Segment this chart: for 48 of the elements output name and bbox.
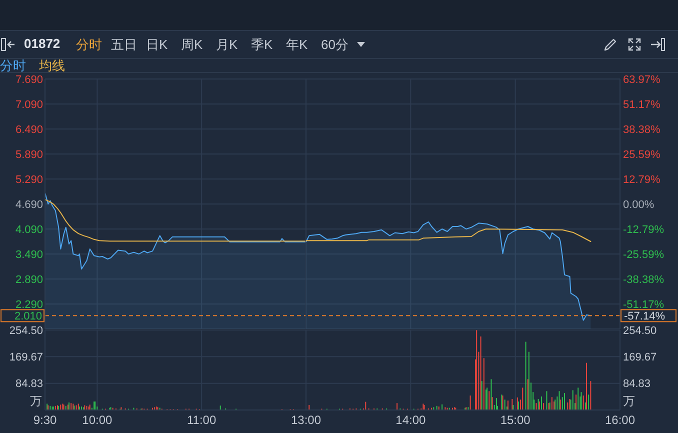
x-tick-label: 16:00 bbox=[604, 413, 636, 428]
text: 60分 bbox=[321, 36, 348, 54]
x-tick-label: 9:30 bbox=[33, 413, 57, 428]
y-tick-label: 7.090 bbox=[15, 98, 43, 111]
y2-tick-label: 84.83 bbox=[623, 378, 651, 390]
y-tick-label: 2.890 bbox=[15, 274, 43, 286]
text: 周K bbox=[181, 36, 203, 54]
y2-tick-label: 38.38% bbox=[623, 124, 661, 136]
y2-tick-label: 12.79% bbox=[623, 174, 661, 186]
y2-tick-label: -38.38% bbox=[623, 274, 664, 286]
y-tick-label: 6.490 bbox=[15, 124, 43, 136]
y2-tick-label: -12.79% bbox=[623, 224, 664, 236]
y2-axis-title: 万 bbox=[623, 393, 635, 410]
y2-tick-label: 0.00% bbox=[623, 198, 654, 211]
y-tick-label: 254.50 bbox=[9, 324, 43, 337]
y-tick-label: 3.490 bbox=[15, 248, 43, 261]
ref-line-label: 2.010 bbox=[14, 310, 42, 323]
text: 季K bbox=[251, 36, 273, 54]
text: 均线 bbox=[39, 58, 65, 73]
x-tick-label: 15:00 bbox=[500, 413, 531, 428]
text: 五日 bbox=[111, 36, 137, 54]
y-tick-label: 7.690 bbox=[15, 74, 43, 86]
text: 日K bbox=[146, 36, 168, 54]
text: 年K bbox=[286, 36, 308, 54]
text: 月K bbox=[216, 36, 238, 54]
y-tick-label: 2.290 bbox=[15, 298, 43, 311]
y2-tick-label: -51.17% bbox=[623, 298, 664, 311]
ref-line-label: -57.14% bbox=[624, 310, 666, 323]
y-tick-label: 84.83 bbox=[15, 378, 43, 390]
y2-tick-label: -25.59% bbox=[623, 248, 664, 261]
y-axis-title: 万 bbox=[29, 393, 42, 410]
y-tick-label: 5.290 bbox=[15, 174, 43, 186]
x-tick-label: 13:00 bbox=[290, 413, 322, 428]
y2-tick-label: 254.50 bbox=[623, 324, 657, 337]
y2-tick-label: 63.97% bbox=[623, 74, 661, 86]
y-tick-label: 169.67 bbox=[9, 352, 43, 364]
y-tick-label: 5.890 bbox=[15, 148, 43, 161]
text: 分时 bbox=[76, 36, 102, 54]
y-tick-label: 4.090 bbox=[15, 224, 43, 236]
text: 分时 bbox=[0, 58, 26, 73]
y2-tick-label: 51.17% bbox=[623, 98, 661, 111]
x-tick-label: 10:00 bbox=[82, 413, 113, 428]
x-tick-label: 11:00 bbox=[187, 413, 216, 428]
chart-title: 01872 bbox=[24, 36, 60, 51]
y2-tick-label: 25.59% bbox=[623, 148, 661, 161]
x-tick-label: 14:00 bbox=[396, 413, 426, 428]
y2-tick-label: 169.67 bbox=[623, 352, 657, 364]
y-tick-label: 4.690 bbox=[15, 198, 43, 211]
